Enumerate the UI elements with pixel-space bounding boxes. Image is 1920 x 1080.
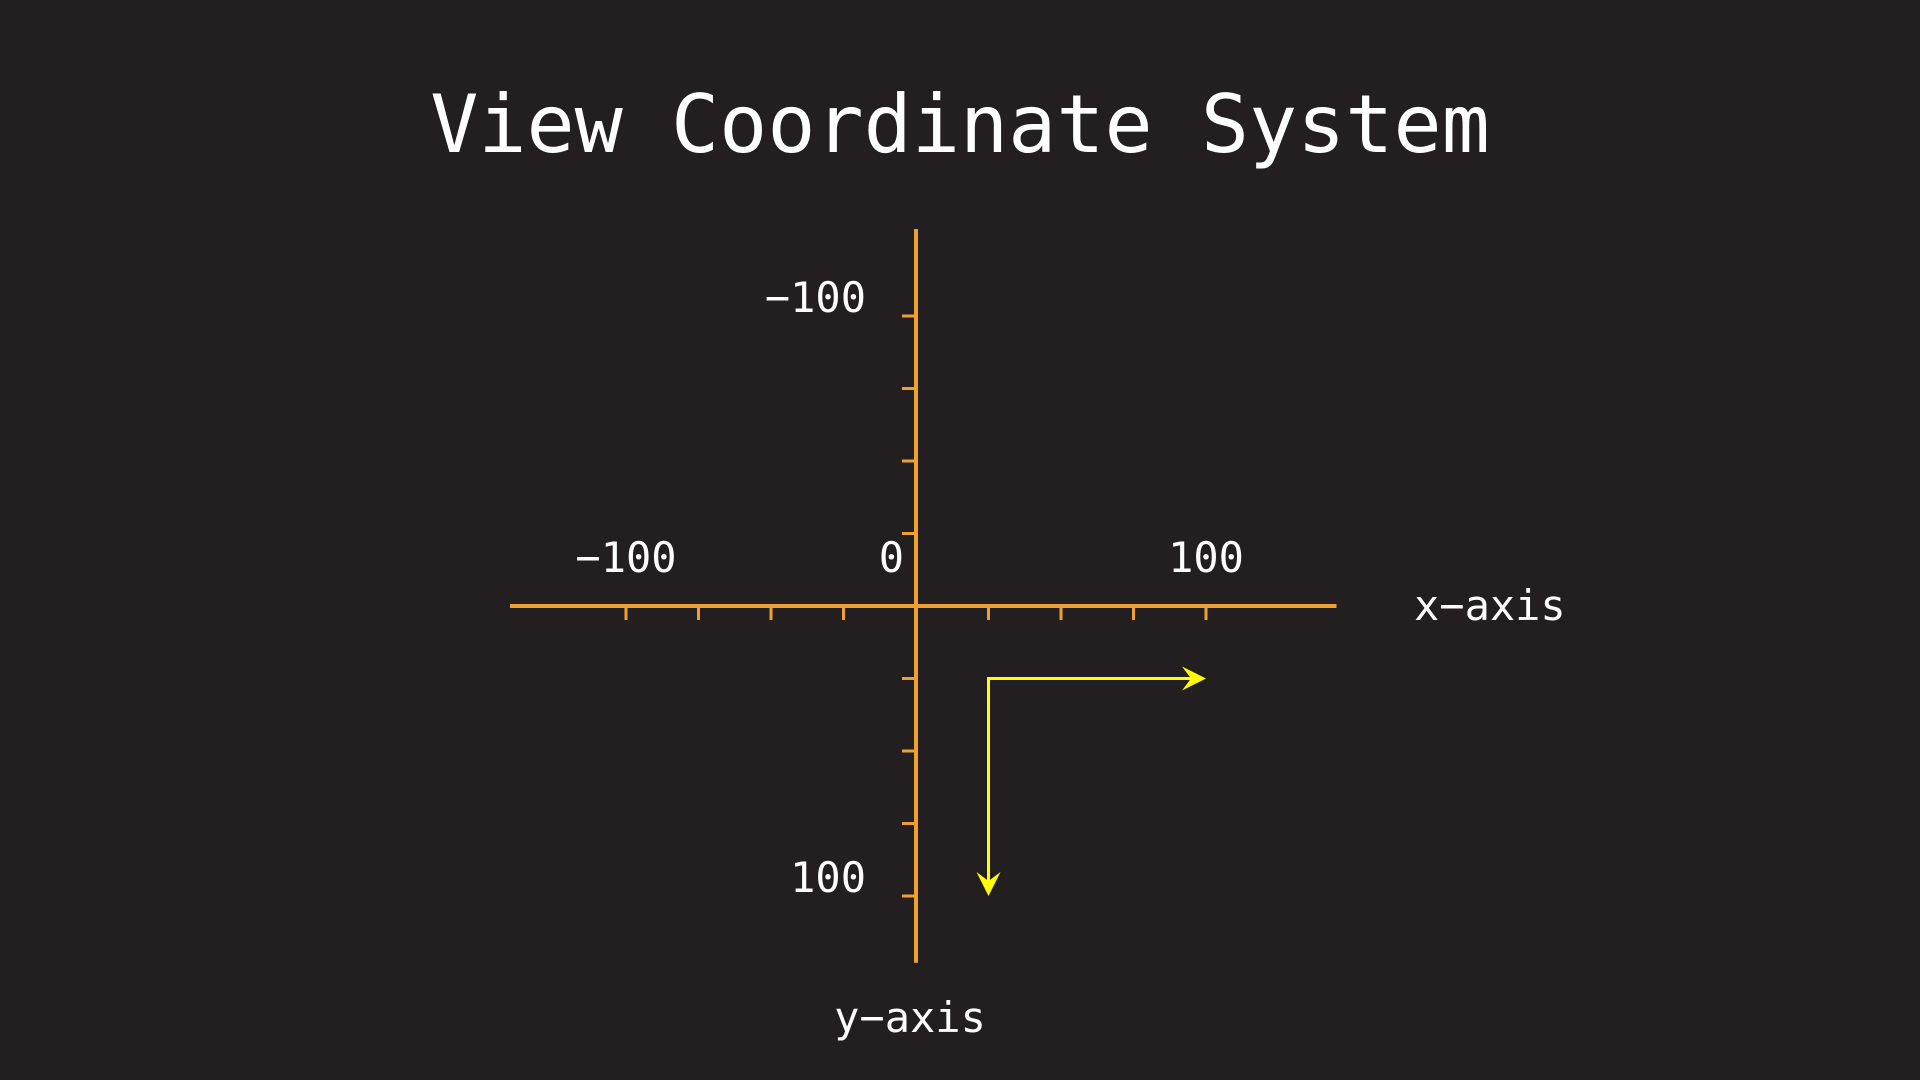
direction-arrows bbox=[976, 666, 1206, 896]
x-tick-label: 100 bbox=[1168, 533, 1244, 582]
diagram-title: View Coordinate System bbox=[430, 78, 1490, 171]
x-axis-tick-labels: −100 0 100 bbox=[575, 533, 1244, 582]
y-axis-label: y−axis bbox=[834, 993, 986, 1042]
x-tick-label: −100 bbox=[575, 533, 676, 582]
x-axis-label: x−axis bbox=[1414, 581, 1566, 630]
direction-arrow-lines bbox=[987, 677, 1196, 886]
y-axis-tick-labels: −100 100 bbox=[765, 273, 866, 902]
y-axis-ticks bbox=[902, 314, 916, 898]
x-direction-arrowhead bbox=[1182, 666, 1206, 691]
y-tick-label: −100 bbox=[765, 273, 866, 322]
y-direction-arrowhead bbox=[976, 872, 1001, 896]
x-axis-ticks bbox=[624, 606, 1208, 620]
y-tick-label: 100 bbox=[790, 853, 866, 902]
x-tick-label: 0 bbox=[879, 533, 904, 582]
